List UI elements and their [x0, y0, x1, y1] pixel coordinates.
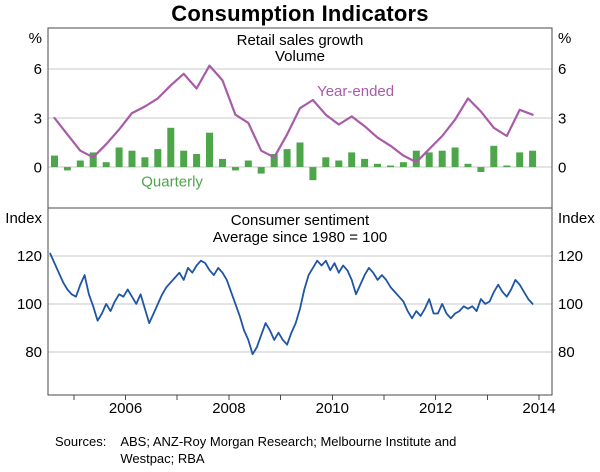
bar: [219, 158, 226, 168]
bar: [322, 157, 330, 168]
y-tick-label-right: 0: [558, 159, 566, 176]
bar: [89, 152, 97, 168]
series-year-ended-line: [53, 64, 534, 164]
bar: [63, 167, 71, 171]
x-tick-label: 2012: [419, 400, 452, 417]
bar: [309, 167, 317, 181]
bar: [270, 154, 278, 168]
panel1-title: Retail sales growth: [236, 32, 364, 49]
panel1-subtitle: Volume: [274, 48, 326, 65]
x-tick-label: 2014: [522, 400, 555, 417]
bar: [76, 160, 84, 167]
bar: [167, 127, 175, 168]
y-tick-label-left: 3: [34, 110, 42, 127]
bar: [231, 167, 239, 171]
source-note: Sources: ABS; ANZ-Roy Morgan Research; M…: [55, 434, 470, 468]
series-quarterly-bars: [51, 127, 537, 181]
chart-title: Consumption Indicators: [171, 1, 429, 26]
bar: [102, 162, 110, 168]
y-axis-unit-top-left: %: [28, 30, 42, 47]
y-tick-label-right: 80: [558, 344, 575, 361]
bar: [128, 150, 136, 168]
x-tick-label: 2010: [316, 400, 349, 417]
x-tick-label: 2006: [109, 400, 142, 417]
bar: [257, 167, 265, 174]
chart-frame: [47, 27, 553, 396]
series-label-quarterly: Quarterly: [141, 174, 203, 191]
bar: [115, 147, 123, 168]
y-tick-label-right: 3: [558, 110, 566, 127]
bar: [206, 132, 213, 168]
panel2-subtitle: Average since 1980 = 100: [212, 229, 388, 246]
bar: [374, 163, 381, 168]
bar: [141, 157, 149, 168]
y-tick-label-right: 6: [558, 61, 566, 78]
bar: [503, 165, 511, 168]
y-tick-label-right: 100: [558, 296, 583, 313]
bar: [438, 150, 446, 168]
y-axis-unit-bottom-right: Index: [558, 210, 595, 227]
bar: [399, 162, 407, 168]
bar: [477, 167, 485, 172]
y-tick-label-left: 6: [34, 61, 42, 78]
y-tick-label-left: 80: [25, 344, 42, 361]
bar: [244, 160, 252, 167]
bar: [529, 150, 537, 168]
y-tick-label-right: 120: [558, 248, 583, 265]
y-axis-unit-bottom-left: Index: [5, 210, 42, 227]
bar: [193, 154, 201, 168]
bar: [154, 149, 162, 168]
sources-text: ABS; ANZ-Roy Morgan Research; Melbourne …: [120, 434, 457, 466]
bar: [516, 152, 524, 168]
bar: [361, 158, 369, 168]
series-label-year-ended: Year-ended: [317, 83, 394, 100]
bar: [348, 152, 356, 168]
bar: [451, 147, 459, 168]
y-axis-unit-top-right: %: [558, 30, 572, 47]
bar: [180, 150, 188, 168]
sources-label: Sources:: [55, 434, 107, 449]
bar: [464, 163, 472, 168]
bar: [335, 160, 343, 167]
bar: [412, 150, 420, 168]
bar: [51, 155, 58, 168]
bar: [490, 145, 498, 168]
y-tick-label-left: 100: [17, 296, 42, 313]
bar: [425, 152, 433, 168]
series-consumer-sentiment-line: [49, 252, 534, 356]
y-tick-label-left: 0: [34, 159, 42, 176]
gridlines-panel-2: [48, 255, 552, 353]
x-tick-label: 2008: [212, 400, 245, 417]
bar: [283, 149, 291, 168]
bar: [387, 165, 394, 168]
y-tick-label-left: 120: [17, 248, 42, 265]
bar: [296, 142, 304, 167]
panel2-title: Consumer sentiment: [230, 212, 370, 229]
